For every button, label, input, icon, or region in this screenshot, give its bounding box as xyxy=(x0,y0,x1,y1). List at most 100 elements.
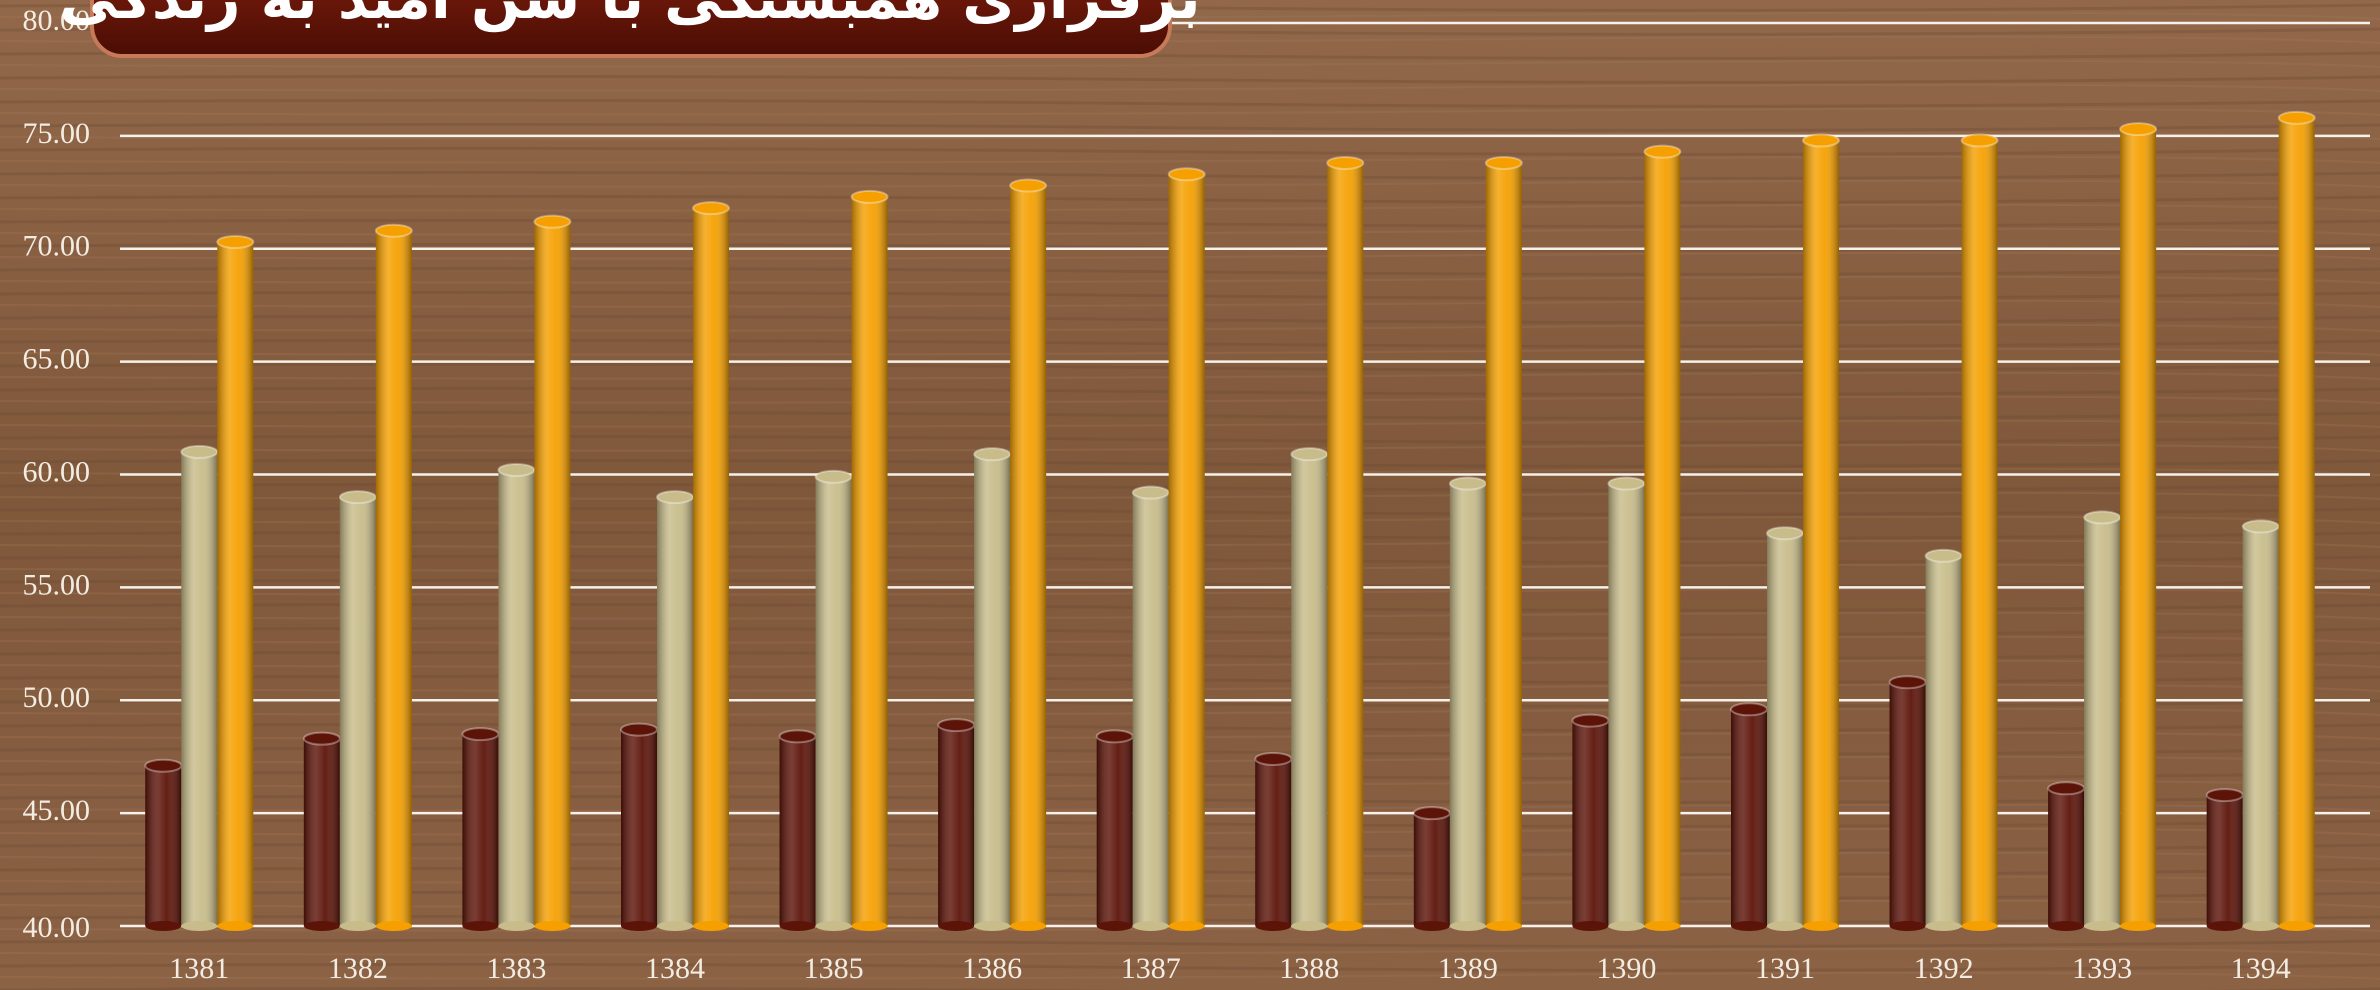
bar-base xyxy=(339,921,376,931)
x-tick-label: 1391 xyxy=(1755,952,1815,985)
bar-base xyxy=(1327,921,1364,931)
cylinder-bar xyxy=(374,223,413,931)
bar-shading xyxy=(1327,162,1364,927)
cylinder-bar xyxy=(338,490,377,931)
x-tick-label: 1382 xyxy=(328,952,388,985)
bar-top xyxy=(2205,788,2244,803)
bar-shading xyxy=(2120,129,2157,927)
bar-top xyxy=(814,469,853,484)
bar-base xyxy=(2084,921,2121,931)
bar-shading xyxy=(217,241,254,927)
bar-shading xyxy=(1132,492,1169,926)
bar-shading xyxy=(1803,140,1839,926)
cylinder-bar xyxy=(1484,155,1523,931)
cylinder-bar xyxy=(1009,178,1048,931)
bar-base xyxy=(1889,921,1926,931)
bar-top xyxy=(1412,806,1451,821)
bar-top xyxy=(2083,510,2122,525)
bar-top xyxy=(2119,122,2158,137)
cylinder-bar xyxy=(2205,788,2244,931)
x-tick-label: 1392 xyxy=(1914,952,1974,985)
cylinder-bar xyxy=(814,469,853,931)
bar-top xyxy=(1802,133,1840,148)
bar-base xyxy=(375,921,412,931)
cylinder-bar xyxy=(656,490,694,931)
y-tick-label: 45.00 xyxy=(23,794,91,827)
bar-shading xyxy=(498,469,535,926)
x-tick-label: 1389 xyxy=(1438,952,1498,985)
bar-top xyxy=(144,758,183,773)
cylinder-bar xyxy=(1960,133,1999,931)
bar-base xyxy=(2242,921,2279,931)
bar-base xyxy=(1608,921,1645,931)
bar-shading xyxy=(974,454,1011,926)
cylinder-bar xyxy=(533,214,572,931)
bar-base xyxy=(1255,921,1292,931)
cylinder-bar xyxy=(778,729,817,931)
bar-shading xyxy=(693,208,729,927)
cylinder-bar xyxy=(497,462,536,931)
y-tick-label: 55.00 xyxy=(23,568,91,601)
cylinder-bar xyxy=(1448,476,1487,931)
bar-shading xyxy=(181,451,218,926)
bar-base xyxy=(534,921,571,931)
cylinder-bar xyxy=(144,758,183,931)
title-box xyxy=(90,0,1172,58)
bar-top xyxy=(1960,133,1999,148)
bar-base xyxy=(693,921,729,931)
bar-base xyxy=(498,921,535,931)
bar-top xyxy=(302,731,341,746)
bar-shading xyxy=(1168,174,1205,926)
x-tick-label: 1384 xyxy=(645,952,705,985)
cylinder-bar xyxy=(2119,122,2158,931)
bar-top xyxy=(180,444,219,459)
bar-shading xyxy=(2206,795,2243,926)
bar-base xyxy=(1291,921,1328,931)
cylinder-bar xyxy=(692,201,730,931)
bar-base xyxy=(181,921,218,931)
bar-base xyxy=(1961,921,1998,931)
bar-shading xyxy=(1010,185,1047,927)
bar-top xyxy=(1571,713,1610,728)
bar-shading xyxy=(2278,117,2315,926)
bar-shading xyxy=(1291,454,1328,926)
bar-top xyxy=(461,727,500,742)
bar-top xyxy=(338,490,377,505)
bar-top xyxy=(1326,155,1365,170)
bar-top xyxy=(2241,519,2280,534)
bar-shading xyxy=(621,729,657,926)
x-tick-label: 1394 xyxy=(2231,952,2291,985)
cylinder-bar xyxy=(1412,806,1451,931)
cylinder-bar xyxy=(2083,510,2122,931)
bar-shading xyxy=(1608,483,1645,926)
bar-base xyxy=(815,921,852,931)
cylinder-bar xyxy=(2277,110,2316,931)
y-tick-label: 80.00 xyxy=(23,4,91,37)
bar-top xyxy=(1290,447,1329,462)
cylinder-bar xyxy=(1095,729,1134,931)
cylinder-bar xyxy=(1571,713,1610,931)
x-tick-label: 1387 xyxy=(1121,952,1181,985)
y-tick-label: 60.00 xyxy=(23,455,91,488)
x-tick-label: 1390 xyxy=(1596,952,1656,985)
bar-shading xyxy=(1096,736,1133,926)
bar-top xyxy=(1484,155,1523,170)
x-tick-label: 1385 xyxy=(804,952,864,985)
bar-shading xyxy=(1644,151,1681,927)
bar-shading xyxy=(1767,533,1803,926)
bar-top xyxy=(1448,476,1487,491)
bar-top xyxy=(656,490,694,505)
x-tick-label: 1386 xyxy=(962,952,1022,985)
bar-shading xyxy=(145,765,182,926)
bar-base xyxy=(2120,921,2157,931)
cylinder-bar xyxy=(937,718,976,931)
bar-base xyxy=(1132,921,1169,931)
bar-base xyxy=(217,921,254,931)
bar-shading xyxy=(2242,526,2279,926)
cylinder-bar xyxy=(973,447,1012,931)
bar-shading xyxy=(815,476,852,926)
bar-shading xyxy=(1255,758,1292,926)
bar-base xyxy=(1731,921,1767,931)
bar-shading xyxy=(1961,140,1998,926)
bar-base xyxy=(1010,921,1047,931)
